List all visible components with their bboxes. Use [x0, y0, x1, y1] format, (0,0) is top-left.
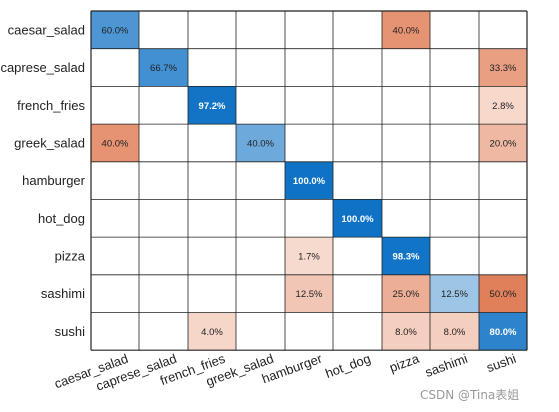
cell-pizza-pizza: [382, 237, 430, 275]
cell-sashimi-hamburger: [285, 274, 333, 313]
cell-value-sashimi-sushi: 50.0%: [490, 289, 517, 300]
col-label-sushi: sushi: [484, 351, 518, 376]
cell-sushi-sushi: [479, 312, 527, 351]
row-label-sashimi: sashimi: [41, 286, 85, 301]
cell-sushi-french-fries: [188, 312, 236, 351]
cell-sushi-sashimi: [430, 312, 479, 351]
row-label-pizza: pizza: [55, 248, 86, 263]
row-label-hot-dog: hot_dog: [38, 211, 85, 226]
row-label-caprese-salad: caprese_salad: [0, 60, 85, 75]
cell-sashimi-pizza: [382, 274, 430, 313]
cell-value-sushi-pizza: 8.0%: [395, 327, 417, 338]
cell-value-caesar-salad-caesar-salad: 60.0%: [102, 25, 129, 36]
cell-value-sushi-french-fries: 4.0%: [201, 327, 223, 338]
cell-value-french-fries-french-fries: 97.2%: [199, 101, 226, 112]
cell-french-fries-sushi: [479, 86, 527, 125]
cell-greek-salad-sushi: [479, 124, 527, 162]
cell-value-sashimi-hamburger: 12.5%: [296, 289, 323, 300]
grid-layer: [90, 10, 528, 351]
col-label-hot-dog: hot_dog: [323, 351, 372, 381]
cell-value-greek-salad-caesar-salad: 40.0%: [102, 138, 129, 149]
col-label-pizza: pizza: [387, 350, 421, 375]
row-label-greek-salad: greek_salad: [14, 135, 85, 150]
cell-pizza-hamburger: [285, 237, 333, 275]
cell-sashimi-sashimi: [430, 274, 479, 313]
row-label-sushi: sushi: [55, 324, 85, 339]
cell-value-caprese-salad-caprese-salad: 66.7%: [150, 63, 177, 74]
cell-value-greek-salad-sushi: 20.0%: [490, 138, 517, 149]
cell-value-french-fries-sushi: 2.8%: [492, 101, 514, 112]
cell-sushi-pizza: [382, 312, 430, 351]
cell-caprese-salad-caprese-salad: [139, 48, 188, 87]
row-label-french-fries: french_fries: [17, 98, 85, 113]
cell-value-sashimi-pizza: 25.0%: [393, 289, 420, 300]
cell-value-pizza-pizza: 98.3%: [393, 251, 420, 262]
cell-sashimi-sushi: [479, 274, 527, 313]
cells-layer: 60.0% 40.0% 66.7% 33.3% 97.2% 2.8% 40.0% 40.0% 2…: [91, 11, 527, 351]
cell-caesar-salad-pizza: [382, 11, 430, 49]
watermark: CSDN @Tina表姐: [420, 388, 519, 402]
cell-hamburger-hamburger: [285, 161, 333, 200]
row-labels: caesar_salad caprese_salad french_friesgre…: [0, 22, 85, 339]
cell-value-hot-dog-hot-dog: 100.0%: [341, 214, 374, 225]
col-label-sashimi: sashimi: [423, 351, 470, 380]
cell-value-pizza-hamburger: 1.7%: [298, 251, 320, 262]
cell-value-caprese-salad-sushi: 33.3%: [490, 63, 517, 74]
cell-greek-salad-greek-salad: [236, 124, 285, 162]
cell-value-sashimi-sashimi: 12.5%: [441, 289, 468, 300]
cell-value-greek-salad-greek-salad: 40.0%: [247, 138, 274, 149]
cell-value-sushi-sushi: 80.0%: [490, 327, 517, 338]
row-label-hamburger: hamburger: [22, 173, 86, 188]
cell-value-caesar-salad-pizza: 40.0%: [393, 25, 420, 36]
cell-french-fries-french-fries: [188, 86, 236, 125]
cell-greek-salad-caesar-salad: [91, 124, 139, 162]
cell-caprese-salad-sushi: [479, 48, 527, 87]
cell-value-sushi-sashimi: 8.0%: [444, 327, 466, 338]
cell-caesar-salad-caesar-salad: [91, 11, 139, 49]
cell-hot-dog-hot-dog: [333, 199, 382, 238]
row-label-caesar-salad: caesar_salad: [8, 22, 85, 37]
cell-value-hamburger-hamburger: 100.0%: [293, 176, 326, 187]
